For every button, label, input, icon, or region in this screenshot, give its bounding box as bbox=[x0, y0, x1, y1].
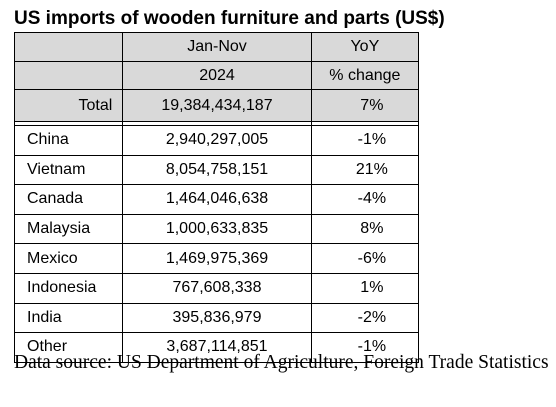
value-cell: 1,469,975,369 bbox=[122, 243, 312, 274]
separator-cell bbox=[13, 121, 124, 126]
country-cell: Vietnam bbox=[13, 154, 124, 186]
table-row: Canada 1,464,046,638 -4% bbox=[13, 184, 420, 215]
value-cell: 1,000,633,835 bbox=[122, 213, 312, 245]
value-cell: 2,940,297,005 bbox=[122, 125, 312, 156]
table-title: US imports of wooden furniture and parts… bbox=[14, 8, 445, 29]
table-row: Mexico 1,469,975,369 -6% bbox=[13, 243, 420, 274]
country-cell: Indonesia bbox=[13, 272, 124, 304]
table-row: China 2,940,297,005 -1% bbox=[13, 125, 420, 156]
value-cell: 8,054,758,151 bbox=[122, 154, 312, 186]
value-cell: 767,608,338 bbox=[122, 272, 312, 304]
table-row: Indonesia 767,608,338 1% bbox=[13, 272, 420, 304]
value-cell: 1,464,046,638 bbox=[122, 184, 312, 215]
change-cell: -6% bbox=[310, 243, 420, 274]
total-row: Total 19,384,434,187 7% bbox=[13, 89, 420, 122]
change-cell: -1% bbox=[310, 332, 420, 363]
total-change: 7% bbox=[310, 89, 420, 122]
change-cell: 1% bbox=[310, 272, 420, 304]
country-cell: Malaysia bbox=[13, 213, 124, 245]
country-cell: India bbox=[13, 302, 124, 334]
imports-table: Jan-Nov YoY 2024 % change Total 19,384,4… bbox=[13, 32, 420, 363]
header-blank-cell bbox=[13, 32, 124, 62]
country-cell: Mexico bbox=[13, 243, 124, 274]
data-source-note: Data source: US Department of Agricultur… bbox=[14, 352, 549, 373]
header-row: 2024 % change bbox=[13, 61, 420, 90]
separator-cell bbox=[310, 121, 420, 126]
header-period: Jan-Nov bbox=[122, 32, 312, 62]
table-row: Vietnam 8,054,758,151 21% bbox=[13, 154, 420, 186]
header-row: Jan-Nov YoY bbox=[13, 32, 420, 62]
table-row: India 395,836,979 -2% bbox=[13, 302, 420, 334]
change-cell: 21% bbox=[310, 154, 420, 186]
table-row: Other 3,687,114,851 -1% bbox=[13, 332, 420, 363]
country-cell: Canada bbox=[13, 184, 124, 215]
total-value: 19,384,434,187 bbox=[122, 89, 312, 122]
country-cell: China bbox=[13, 125, 124, 156]
header-yoy: YoY bbox=[310, 32, 420, 62]
change-cell: -4% bbox=[310, 184, 420, 215]
header-blank-cell bbox=[13, 61, 124, 90]
country-cell: Other bbox=[13, 332, 124, 363]
header-year: 2024 bbox=[122, 61, 312, 90]
total-label: Total bbox=[13, 89, 124, 122]
table-row: Malaysia 1,000,633,835 8% bbox=[13, 213, 420, 245]
change-cell: -1% bbox=[310, 125, 420, 156]
change-cell: 8% bbox=[310, 213, 420, 245]
value-cell: 395,836,979 bbox=[122, 302, 312, 334]
header-pct-change: % change bbox=[310, 61, 420, 90]
separator-row bbox=[13, 121, 420, 126]
change-cell: -2% bbox=[310, 302, 420, 334]
